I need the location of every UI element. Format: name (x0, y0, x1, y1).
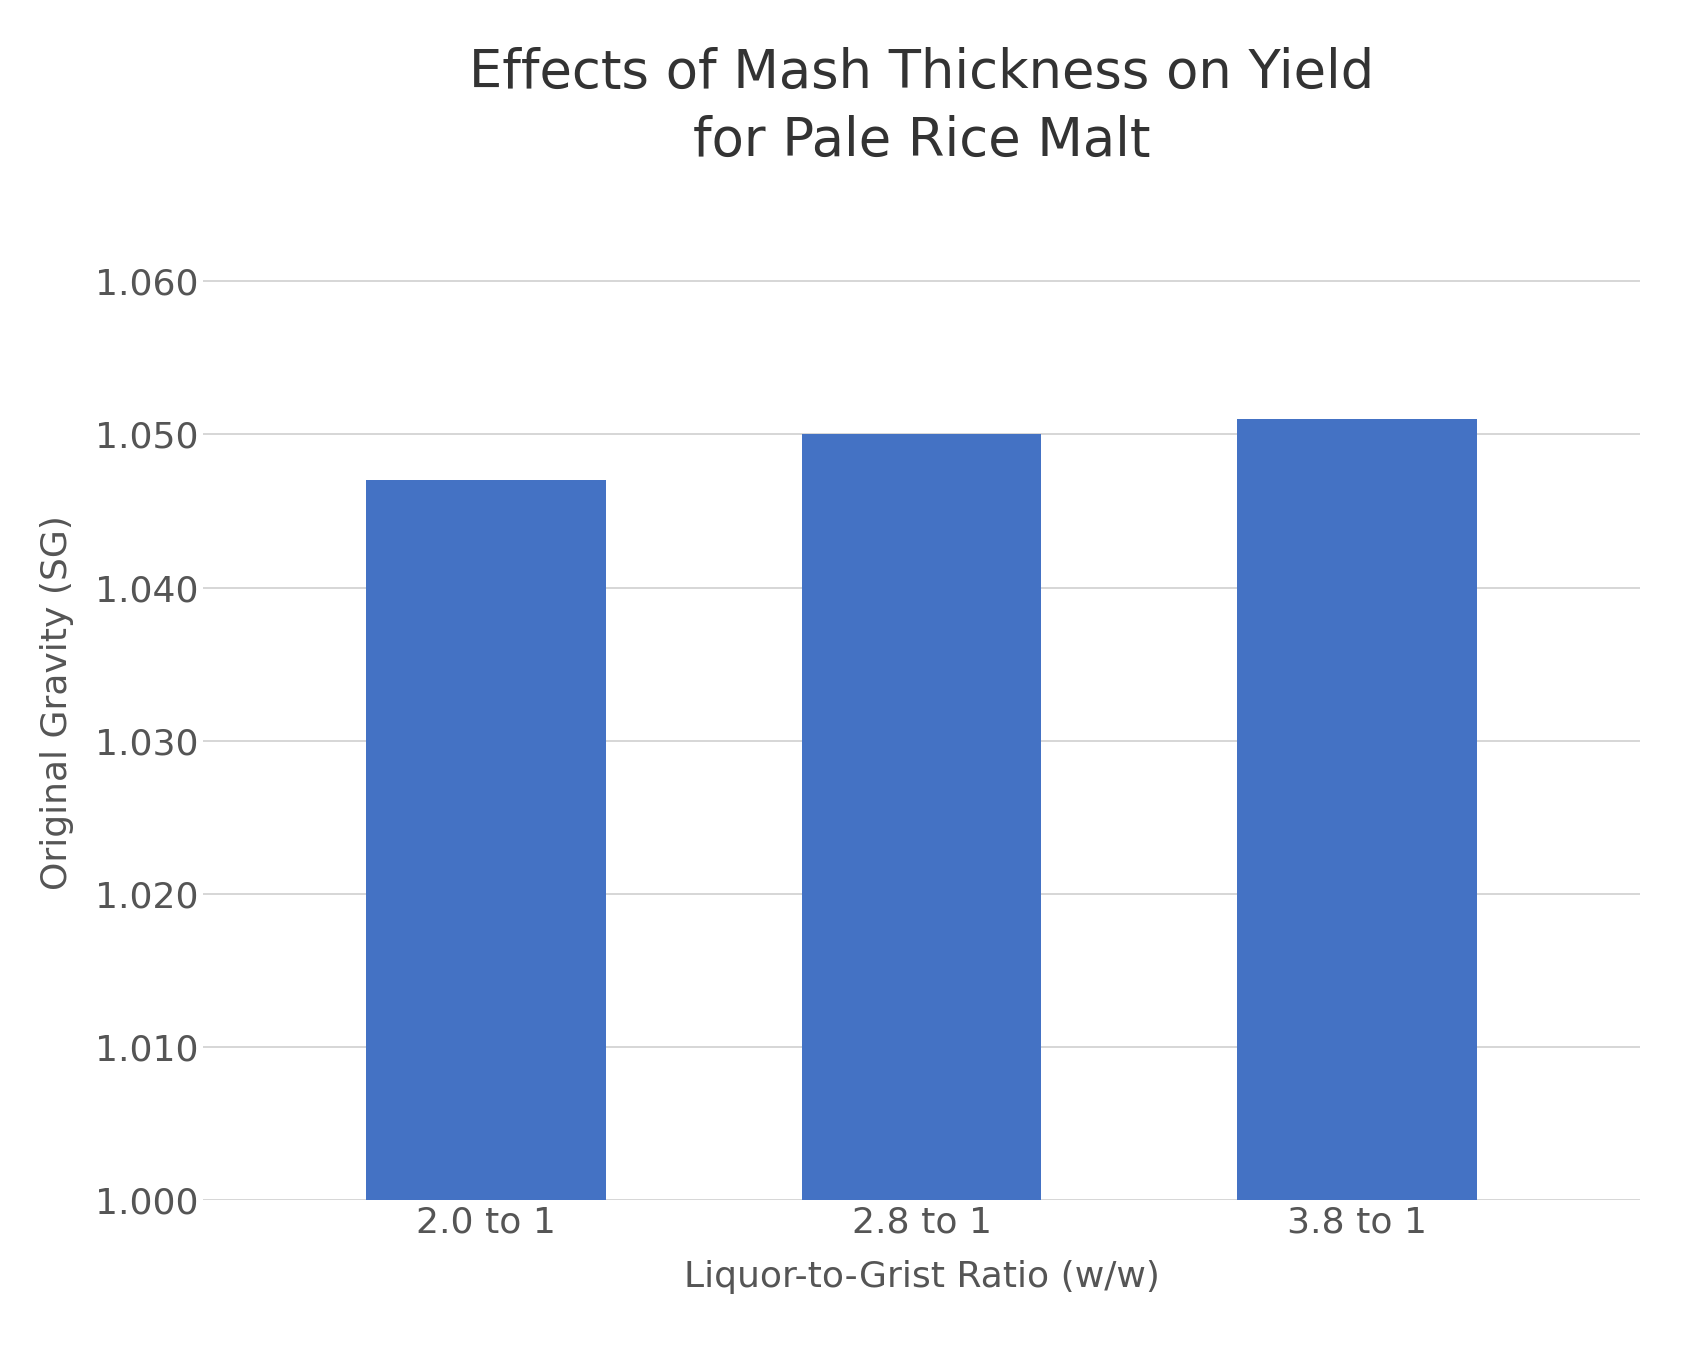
Bar (802, 434, 1042, 1200)
Title: Effects of Mash Thickness on Yield
for Pale Rice Malt: Effects of Mash Thickness on Yield for P… (468, 46, 1375, 166)
X-axis label: Liquor-to-Grist Ratio (w/w): Liquor-to-Grist Ratio (w/w) (683, 1260, 1160, 1294)
Bar (1238, 419, 1476, 1200)
Y-axis label: Original Gravity (SG): Original Gravity (SG) (39, 516, 74, 889)
Bar (367, 480, 605, 1200)
